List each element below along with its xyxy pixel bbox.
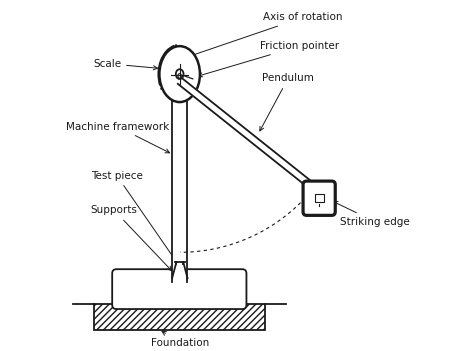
Bar [315, 194, 324, 202]
Text: Friction pointer: Friction pointer [198, 41, 339, 77]
Text: Supports: Supports [91, 205, 172, 271]
Text: Axis of rotation: Axis of rotation [187, 13, 343, 58]
FancyBboxPatch shape [303, 181, 335, 216]
Ellipse shape [178, 74, 182, 78]
FancyBboxPatch shape [112, 269, 246, 309]
Text: Foundation: Foundation [151, 331, 210, 347]
Ellipse shape [176, 69, 183, 79]
Polygon shape [178, 78, 316, 191]
Bar [173, 99, 187, 282]
Text: Striking edge: Striking edge [334, 201, 410, 227]
Ellipse shape [159, 46, 200, 102]
Bar [94, 304, 265, 330]
Text: Machine framework: Machine framework [66, 121, 170, 153]
Text: Scale: Scale [93, 59, 157, 70]
Text: Test piece: Test piece [91, 171, 176, 261]
Text: Pendulum: Pendulum [260, 73, 314, 131]
